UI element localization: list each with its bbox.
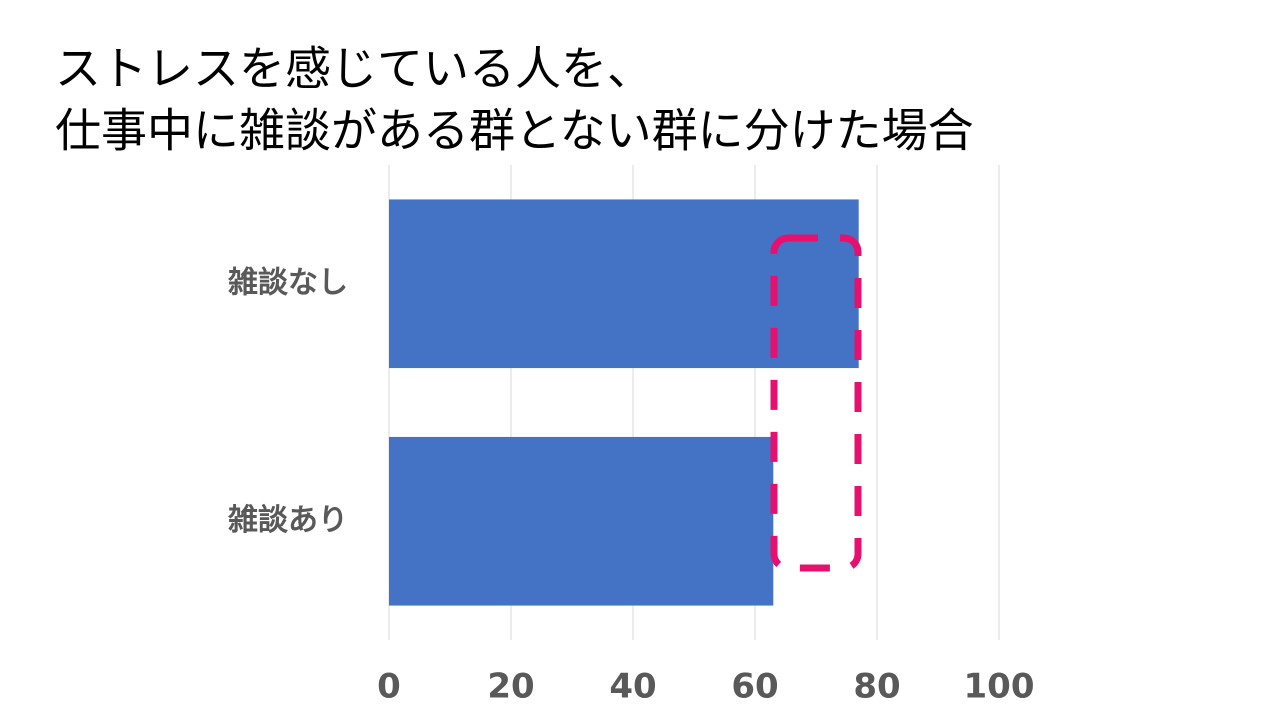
x-tick-label: 80 bbox=[853, 667, 900, 707]
x-tick-label: 0 bbox=[377, 667, 401, 707]
bar bbox=[389, 436, 774, 606]
highlight-box bbox=[770, 234, 862, 572]
x-tick-label: 60 bbox=[731, 667, 778, 707]
x-tick-label: 100 bbox=[964, 667, 1035, 707]
y-tick-label: 雑談あり bbox=[227, 503, 348, 538]
x-tick-label: 20 bbox=[487, 667, 534, 707]
y-tick-label: 雑談なし bbox=[227, 265, 348, 300]
chart-title: ストレスを感じている人を、 bbox=[55, 42, 653, 96]
chart-title: 仕事中に雑談がある群とない群に分けた場合 bbox=[55, 104, 974, 158]
bar bbox=[389, 199, 859, 369]
x-tick-label: 40 bbox=[609, 667, 656, 707]
